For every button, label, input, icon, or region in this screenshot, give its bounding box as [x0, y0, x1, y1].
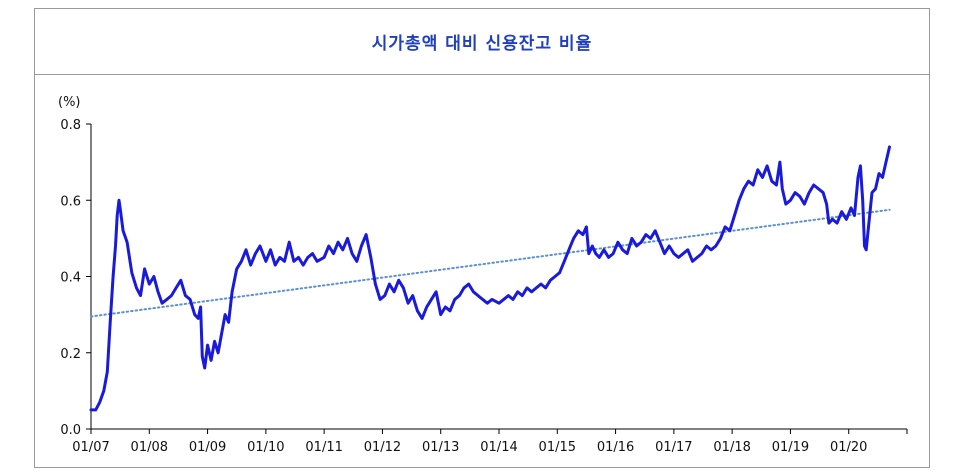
- x-tick-label: 01/17: [655, 440, 692, 455]
- x-tick-label: 01/08: [131, 440, 168, 455]
- x-tick-label: 01/19: [772, 440, 809, 455]
- y-tick-label: 0.6: [60, 194, 81, 209]
- x-tick-label: 01/10: [247, 440, 284, 455]
- y-tick-label: 0.0: [60, 423, 81, 438]
- plot-area: [89, 145, 891, 412]
- y-tick-label: 0.4: [60, 271, 81, 286]
- chart-title: 시가총액 대비 신용잔고 비율: [371, 34, 593, 54]
- x-tick-label: 01/14: [480, 440, 517, 455]
- x-tick-label: 01/07: [72, 440, 109, 455]
- trend-line: [90, 208, 891, 318]
- y-tick-label: 0.2: [60, 347, 81, 362]
- x-tick-label: 01/09: [189, 440, 226, 455]
- y-axis: 0.0 0.2 0.4 0.6 0.8: [60, 118, 92, 438]
- x-tick-label: 01/12: [364, 440, 401, 455]
- x-tick-label: 01/16: [597, 440, 634, 455]
- y-tick-label: 0.8: [60, 118, 81, 133]
- x-tick-label: 01/11: [305, 440, 342, 455]
- title-bar: 시가총액 대비 신용잔고 비율: [35, 9, 929, 75]
- x-tick-label: 01/15: [539, 440, 576, 455]
- x-tick-label: 01/18: [713, 440, 750, 455]
- x-tick-label: 01/13: [422, 440, 459, 455]
- x-axis: 01/07 01/08 01/09 01/10 01/11 01/12 01/13 01/14…: [72, 428, 908, 455]
- y-axis-unit-label: (%): [58, 95, 81, 110]
- series-line: [89, 145, 891, 412]
- chart-frame: 시가총액 대비 신용잔고 비율: [34, 8, 930, 468]
- x-tick-label: 01/20: [830, 440, 867, 455]
